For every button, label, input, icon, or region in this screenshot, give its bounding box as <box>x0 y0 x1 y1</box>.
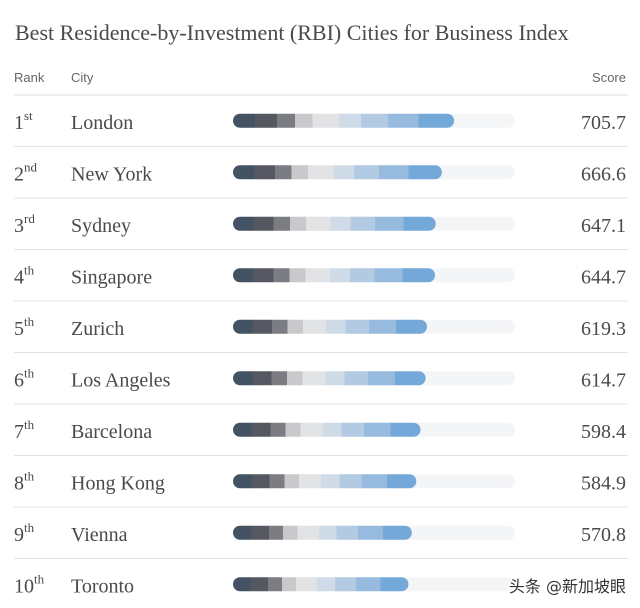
city: Vienna <box>71 524 128 546</box>
rank-number: 8 <box>14 472 24 494</box>
rank-number: 9 <box>14 524 24 546</box>
bar <box>233 525 412 540</box>
rank: 2nd <box>14 159 38 185</box>
rank-suffix: st <box>24 108 33 123</box>
rank-suffix: nd <box>24 159 38 174</box>
rank: 8th <box>14 468 35 494</box>
city: Los Angeles <box>71 369 171 391</box>
bar <box>233 577 409 592</box>
score: 584.9 <box>581 472 626 494</box>
score: 644.7 <box>581 266 626 288</box>
rank-suffix: th <box>34 571 45 586</box>
rank-suffix: th <box>24 520 35 535</box>
rank-number: 3 <box>14 215 24 237</box>
bar <box>233 268 436 283</box>
score: 598.4 <box>581 421 626 443</box>
score: 570.8 <box>581 524 626 546</box>
rank-suffix: th <box>24 314 35 329</box>
rank: 7th <box>14 417 35 443</box>
rank-number: 2 <box>14 163 24 185</box>
city: Hong Kong <box>71 472 165 494</box>
city: London <box>71 112 133 134</box>
rank-number: 10 <box>14 575 34 597</box>
rank-number: 4 <box>14 266 24 288</box>
rank: 4th <box>14 262 35 288</box>
rank: 1st <box>14 108 33 134</box>
chart-title: Best Residence-by-Investment (RBI) Citie… <box>15 20 569 45</box>
rank-suffix: th <box>24 365 35 380</box>
column-header: Score <box>592 70 626 85</box>
score: 647.1 <box>581 215 626 237</box>
city: Singapore <box>71 266 152 288</box>
city: Zurich <box>71 318 124 340</box>
city: New York <box>71 163 152 185</box>
column-header: Rank <box>14 70 45 85</box>
rank: 6th <box>14 365 35 391</box>
rank-number: 6 <box>14 369 24 391</box>
rank-number: 1 <box>14 112 24 134</box>
city: Barcelona <box>71 421 152 443</box>
rank: 3rd <box>14 211 35 237</box>
score: 705.7 <box>581 112 626 134</box>
rank: 10th <box>14 571 45 597</box>
bar <box>233 474 417 489</box>
rank-suffix: th <box>24 262 35 277</box>
bar <box>233 113 455 128</box>
bar <box>233 165 442 180</box>
rank: 9th <box>14 520 35 546</box>
rank-suffix: rd <box>24 211 35 226</box>
bar <box>233 371 426 386</box>
watermark: 头条 @新加坡眼 <box>509 577 626 596</box>
rank: 5th <box>14 314 35 340</box>
rank-suffix: th <box>24 468 35 483</box>
city: Sydney <box>71 215 131 237</box>
bar <box>233 216 436 231</box>
rank-number: 5 <box>14 318 24 340</box>
rank-suffix: th <box>24 417 35 432</box>
score: 666.6 <box>581 163 626 185</box>
score: 614.7 <box>581 369 626 391</box>
city: Toronto <box>71 575 134 597</box>
column-header: City <box>71 70 94 85</box>
rank-number: 7 <box>14 421 24 443</box>
bar <box>233 422 421 437</box>
score: 619.3 <box>581 318 626 340</box>
bar <box>233 319 428 334</box>
